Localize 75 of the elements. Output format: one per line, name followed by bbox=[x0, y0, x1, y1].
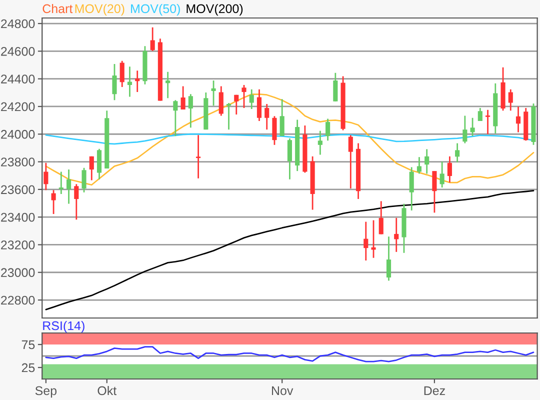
candlestick bbox=[51, 189, 56, 215]
y-tick-label: 24000 bbox=[1, 130, 35, 139]
candlestick bbox=[166, 71, 170, 99]
candlestick bbox=[484, 109, 491, 135]
chart-title: RSI(14) bbox=[43, 320, 84, 333]
candlestick bbox=[256, 88, 262, 122]
candlestick bbox=[82, 167, 86, 194]
candlestick bbox=[211, 80, 216, 106]
candlestick bbox=[264, 103, 270, 130]
candlestick bbox=[462, 115, 468, 144]
candlestick bbox=[516, 106, 521, 133]
text: MOV(50) bbox=[131, 4, 180, 16]
candlestick bbox=[318, 130, 322, 156]
candlestick bbox=[135, 70, 140, 93]
candlestick bbox=[424, 148, 430, 174]
candlestick bbox=[440, 160, 444, 188]
text: MOV(200) bbox=[186, 4, 243, 16]
candlestick bbox=[120, 60, 124, 88]
candlestick bbox=[378, 200, 384, 235]
candlestick bbox=[188, 93, 193, 128]
candlestick bbox=[234, 94, 239, 116]
candlestick bbox=[478, 107, 482, 122]
candlestick bbox=[447, 156, 452, 184]
candlestick bbox=[280, 98, 284, 137]
y-tick-label: 24200 bbox=[1, 102, 35, 112]
candlestick bbox=[249, 88, 254, 110]
y-tick-label: 23000 bbox=[1, 268, 35, 278]
y-tick-label: 23400 bbox=[1, 212, 35, 222]
candlestick bbox=[333, 72, 338, 102]
y-tick-label: 24400 bbox=[1, 74, 35, 84]
line-series bbox=[45, 190, 534, 310]
y-tick-label: 24800 bbox=[1, 19, 35, 28]
candlestick bbox=[226, 102, 232, 130]
chart-title: Chart bbox=[42, 4, 73, 14]
candlestick bbox=[470, 117, 475, 137]
y-tick-label: 25 bbox=[22, 363, 35, 372]
y-tick-label: 24600 bbox=[1, 46, 35, 56]
candlestick bbox=[348, 134, 353, 190]
candlestick bbox=[409, 166, 414, 212]
candlestick bbox=[287, 138, 292, 180]
candlestick bbox=[66, 168, 72, 204]
candlestick bbox=[455, 142, 460, 164]
candlestick bbox=[416, 156, 422, 174]
y-tick-label: 75 bbox=[22, 340, 35, 350]
candlestick bbox=[242, 84, 246, 109]
candlestick bbox=[364, 221, 368, 262]
candlestick bbox=[150, 26, 155, 52]
text: MOV(20) bbox=[75, 4, 124, 16]
candlestick bbox=[218, 86, 224, 116]
x-tick-label: Sep bbox=[35, 386, 57, 398]
y-tick-label: 23200 bbox=[1, 240, 35, 250]
candlestick bbox=[74, 183, 79, 220]
candlestick bbox=[127, 66, 132, 98]
x-tick-label: Dez bbox=[424, 386, 445, 396]
candlestick bbox=[371, 220, 376, 259]
candlestick bbox=[394, 217, 399, 253]
y-tick-label: 22800 bbox=[1, 296, 35, 305]
candlestick bbox=[272, 115, 277, 146]
x-tick-label: Nov bbox=[272, 386, 294, 396]
candlestick bbox=[432, 170, 437, 214]
x-tick-label: Okt bbox=[98, 386, 117, 396]
y-tick-label: 23600 bbox=[1, 185, 35, 194]
candlestick bbox=[89, 156, 94, 181]
candlestick bbox=[386, 236, 392, 282]
candlestick bbox=[195, 134, 202, 180]
candlestick bbox=[326, 118, 330, 142]
candlestick bbox=[44, 162, 48, 191]
candlestick bbox=[173, 99, 178, 137]
candlestick bbox=[508, 88, 513, 112]
candlestick bbox=[96, 148, 102, 180]
line-series bbox=[45, 346, 534, 362]
y-tick-label: 23800 bbox=[1, 158, 35, 166]
candlestick bbox=[112, 63, 117, 101]
candlestick bbox=[58, 171, 64, 195]
candlestick bbox=[180, 86, 186, 110]
